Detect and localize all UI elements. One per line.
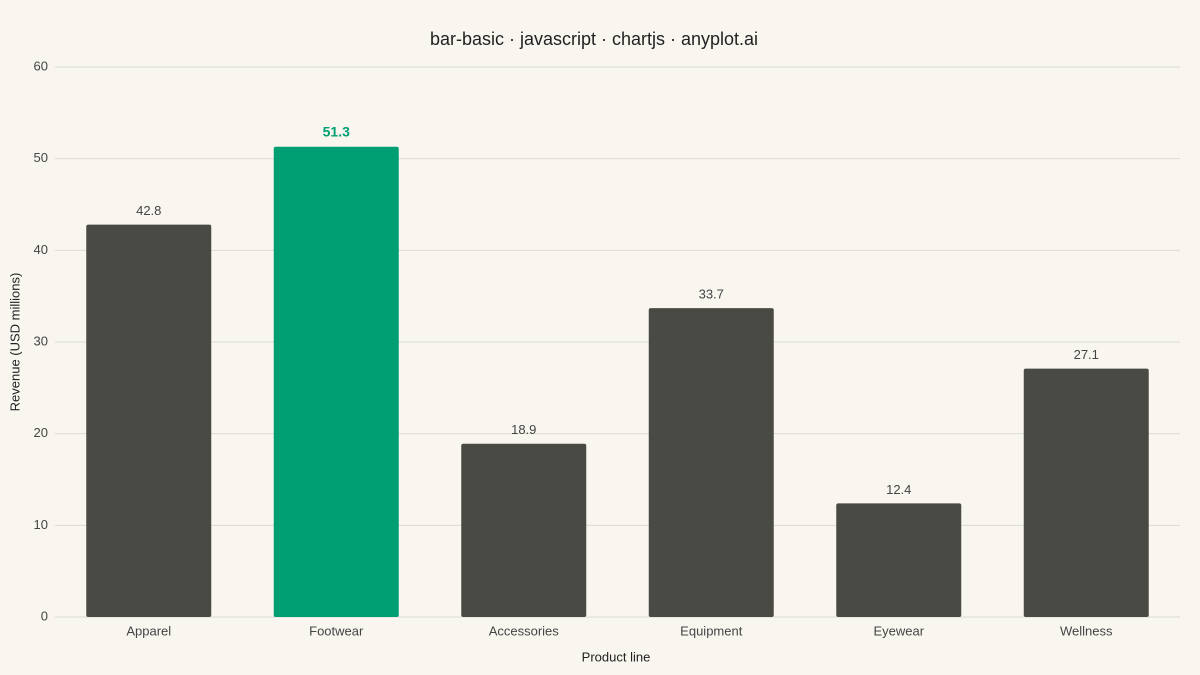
chart-title: bar-basic · javascript · chartjs · anypl…: [430, 29, 758, 49]
bar: [1023, 368, 1149, 617]
y-axis-title: Revenue (USD millions): [7, 273, 22, 412]
y-tick-label: 20: [34, 425, 48, 440]
x-tick-label: Accessories: [489, 623, 560, 638]
x-tick-label: Footwear: [309, 623, 364, 638]
value-label: 51.3: [323, 123, 350, 139]
value-label: 27.1: [1074, 347, 1099, 362]
value-label: 33.7: [699, 287, 724, 302]
x-axis-title: Product line: [582, 649, 651, 664]
y-tick-label: 10: [34, 517, 48, 532]
value-label: 42.8: [136, 203, 161, 218]
y-tick-label: 50: [34, 150, 48, 165]
bar: [273, 146, 399, 617]
x-tick-label: Eyewear: [873, 623, 924, 638]
bar: [836, 503, 962, 617]
y-tick-label: 30: [34, 333, 48, 348]
y-tick-label: 40: [34, 242, 48, 257]
x-tick-label: Wellness: [1060, 623, 1113, 638]
x-tick-label: Equipment: [680, 623, 743, 638]
bar: [86, 224, 212, 617]
bar: [648, 308, 774, 617]
y-tick-label: 0: [41, 608, 48, 623]
value-label: 12.4: [886, 482, 911, 497]
y-tick-label: 60: [34, 58, 48, 73]
value-label: 18.9: [511, 422, 536, 437]
bar: [461, 443, 587, 617]
x-tick-label: Apparel: [126, 623, 171, 638]
